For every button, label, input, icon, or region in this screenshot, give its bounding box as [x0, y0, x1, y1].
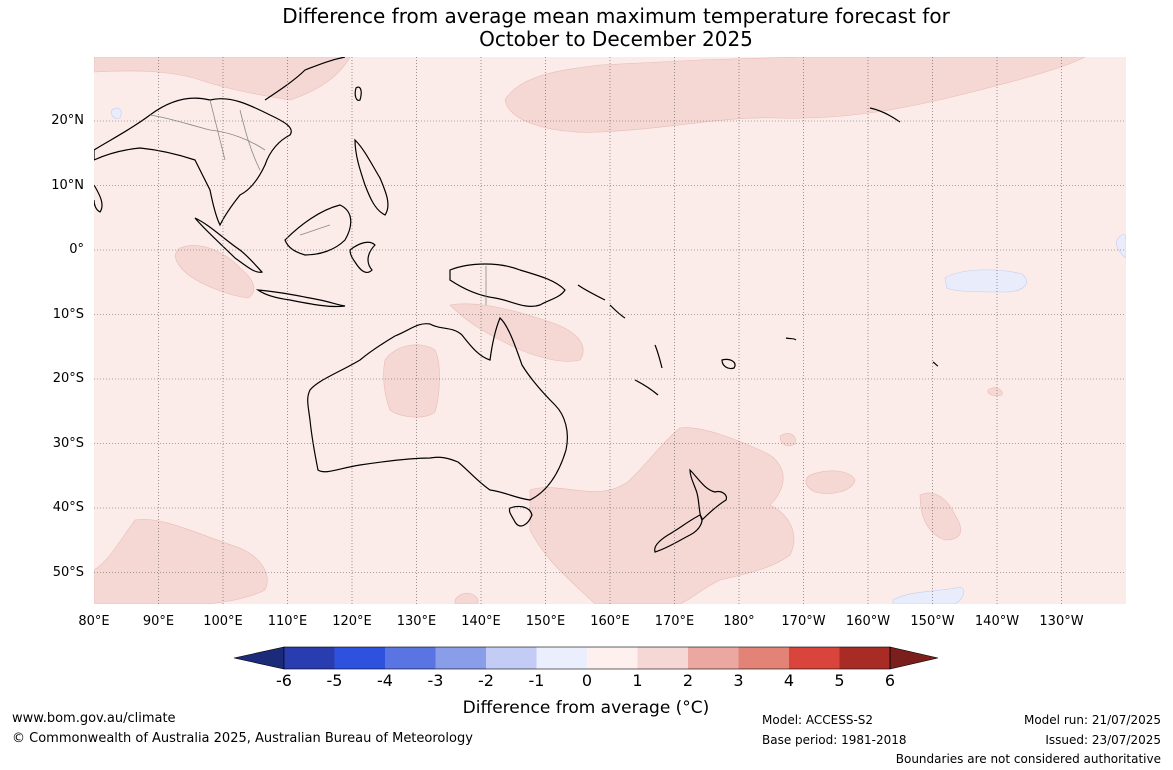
country-borders	[149, 99, 487, 305]
footer-copyright: © Commonwealth of Australia 2025, Austra…	[12, 731, 473, 746]
new-zealand-south-island	[654, 514, 703, 553]
anomaly-region-indian-ocean	[175, 245, 255, 299]
longitude-label: 130°E	[396, 614, 437, 629]
colorbar-tick-label: 6	[884, 671, 896, 690]
longitude-label: 80°E	[78, 614, 110, 629]
longitude-label: 160°E	[590, 614, 630, 629]
graticule	[94, 57, 1126, 604]
longitude-label: 150°W	[910, 614, 955, 629]
anomaly-region-north-asia	[94, 57, 351, 101]
solomon-islands	[577, 284, 626, 319]
map-title: Difference from average mean maximum tem…	[0, 5, 1173, 51]
new-caledonia	[634, 379, 659, 396]
footer-model: Model: ACCESS-S2	[762, 713, 874, 727]
india-tip	[94, 184, 103, 213]
colorbar-tick-label: -1	[528, 671, 545, 690]
longitude-label: 100°E	[203, 614, 243, 629]
colorbar-tick-label: -6	[276, 671, 292, 690]
cool-region-equator-east	[1116, 234, 1126, 259]
anomaly-region-far-south	[454, 592, 479, 604]
longitude-label: 170°W	[781, 614, 826, 629]
latitude-label: 30°S	[52, 435, 84, 451]
coastlines	[94, 57, 939, 553]
longitude-label: 120°E	[332, 614, 372, 629]
anomaly-0-minus1-regions	[111, 107, 1126, 604]
anomaly-region-south-pacific-4	[987, 387, 1003, 397]
java-outline	[255, 289, 346, 308]
hawaii	[869, 107, 901, 123]
colorbar-tick-label: 4	[783, 671, 795, 690]
latitude-label: 40°S	[52, 500, 84, 515]
footer-model-run: Model run: 21/07/2025	[1023, 713, 1161, 727]
latitude-label: 10°S	[52, 306, 84, 322]
anomaly-region-tasman	[529, 427, 795, 604]
latitude-label: 50°S	[52, 564, 84, 580]
cool-region-central-pacific	[944, 269, 1027, 293]
australia-outline	[307, 316, 568, 501]
colorbar-tick-label: 3	[733, 671, 744, 690]
latitude-label: 0°	[69, 242, 84, 257]
china-coast	[264, 57, 346, 101]
tahiti	[932, 361, 939, 367]
anomaly-region-west-australia	[383, 344, 440, 418]
anomaly-1-2-regions	[94, 57, 1086, 604]
new-zealand-north-island	[689, 468, 727, 522]
borneo-outline	[284, 204, 352, 256]
longitude-label: 90°E	[142, 614, 175, 629]
colorbar-tick-label: 5	[834, 671, 845, 690]
colorbar-tick-label: 1	[632, 671, 643, 690]
footer-website[interactable]: www.bom.gov.au/climate	[12, 711, 176, 726]
longitude-label: 170°E	[654, 614, 695, 629]
footer-issued: Issued: 23/07/2025	[1045, 733, 1161, 747]
colorbar-tick-label: -3	[427, 671, 444, 690]
longitude-label: 150°E	[525, 614, 566, 629]
tasmania-outline	[508, 505, 533, 527]
new-guinea-outline	[449, 263, 566, 307]
colorbar-tick-label: -2	[478, 671, 494, 690]
longitude-label: 160°W	[845, 614, 891, 629]
colorbar-tick-label: -4	[377, 671, 393, 690]
anomaly-region-south-pacific-1	[805, 470, 856, 494]
latitude-label: 20°N	[51, 113, 84, 128]
title-line-1: Difference from average mean maximum tem…	[282, 4, 950, 28]
vanuatu	[654, 344, 663, 369]
colorbar-tick-label: 2	[682, 671, 694, 690]
longitude-label: 110°E	[267, 614, 308, 629]
latitude-label: 20°S	[52, 371, 84, 386]
footer-base-period: Base period: 1981-2018	[762, 733, 907, 747]
anomaly-region-south-pacific-2	[919, 492, 962, 541]
colorbar-label: Difference from average (°C)	[462, 698, 710, 718]
longitude-label: 140°W	[974, 614, 1020, 629]
anomaly-region-south-pacific-3	[779, 433, 796, 447]
philippines-outline	[354, 138, 389, 216]
cool-region-small-1	[111, 107, 122, 119]
anomaly-region-north-pacific	[504, 57, 1086, 133]
colorbar-tick-label: 0	[581, 671, 593, 690]
fiji	[721, 358, 736, 370]
sulawesi-outline	[349, 241, 376, 274]
longitude-label: 140°E	[461, 614, 501, 629]
southeast-asia-mainland	[94, 97, 292, 227]
latitude-label: 10°N	[51, 177, 84, 193]
longitude-label: 180°	[723, 614, 755, 629]
colorbar-tick-label: -5	[326, 671, 343, 690]
cool-region-south-east	[892, 586, 965, 604]
taiwan-outline	[354, 86, 362, 101]
anomaly-region-south-indian	[94, 518, 268, 604]
footer-disclaimer: Boundaries are not considered authoritat…	[895, 752, 1161, 766]
longitude-label: 130°W	[1039, 614, 1084, 629]
title-line-2: October to December 2025	[479, 27, 753, 51]
samoa	[785, 337, 797, 341]
